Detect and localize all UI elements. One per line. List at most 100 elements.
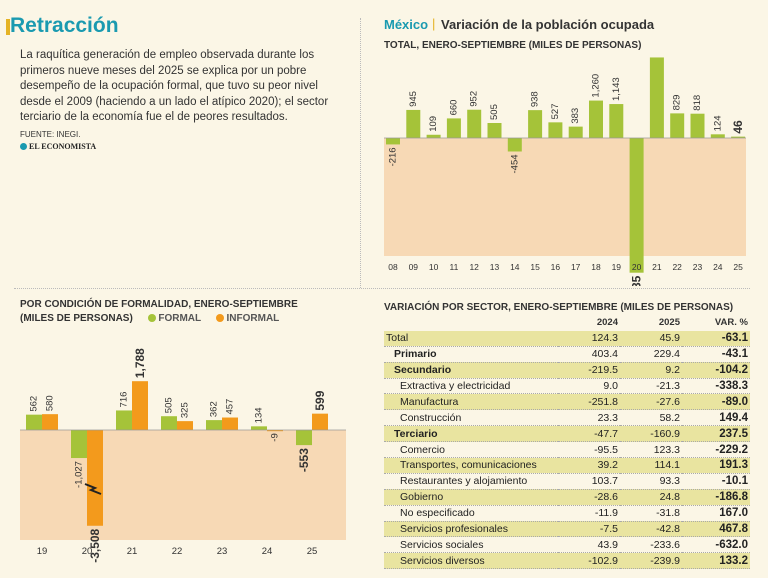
tick-label-23: 23: [693, 262, 703, 272]
legend-formal-label: FORMAL: [158, 313, 201, 324]
cell-2025: -31.8: [620, 505, 682, 522]
value-label-informal-20: -3,508: [88, 528, 102, 562]
value-label-informal-19: 580: [45, 395, 56, 411]
value-label-22: 829: [672, 95, 683, 111]
value-label-12: 952: [469, 91, 480, 107]
bar-informal-20: [87, 430, 103, 526]
tick-label-22: 22: [172, 546, 183, 557]
value-label-13: 505: [489, 104, 500, 120]
chart1-title: Variación de la población ocupada: [441, 17, 655, 32]
bar-informal-25: [312, 413, 328, 430]
table-row: Primario 403.4 229.4 -43.1: [384, 346, 750, 363]
table-row: Gobierno -28.6 24.8 -186.8: [384, 489, 750, 506]
bar-informal-23: [222, 417, 238, 430]
cell-2024: -7.5: [558, 521, 620, 538]
row-label: Construcción: [384, 409, 558, 427]
bar-13: [487, 123, 502, 138]
tick-label-22: 22: [672, 262, 682, 272]
brand-name: EL ECONOMISTA: [29, 142, 97, 151]
cell-2025: 93.3: [620, 473, 682, 490]
cell-2024: 23.3: [558, 409, 620, 427]
row-label: Comercio: [384, 441, 558, 459]
tick-label-24: 24: [713, 262, 723, 272]
table-row: Transportes, comunicaciones 39.2 114.1 191.…: [384, 457, 750, 474]
bar-18: [589, 100, 603, 138]
bar-20: [629, 138, 644, 273]
cell-var: -104.2: [682, 362, 750, 379]
cell-2025: -239.9: [620, 552, 682, 570]
tick-label-11: 11: [449, 262, 458, 272]
value-label-informal-24: -9: [270, 433, 281, 441]
value-label-formal-19: 562: [29, 396, 40, 412]
cell-2025: -160.9: [620, 425, 682, 443]
chart2-subtitle: (MILES DE PERSONAS) FORMAL INFORMAL: [20, 313, 279, 324]
legend-informal-dot: [215, 314, 224, 322]
cell-2024: 9.0: [558, 378, 620, 395]
tick-label-18: 18: [591, 262, 601, 272]
cell-2025: 123.3: [620, 441, 682, 459]
row-label: Restaurantes y alojamiento: [384, 473, 558, 490]
title-separator: |: [432, 16, 436, 31]
cell-var: 191.3: [682, 457, 750, 474]
cell-2025: 229.4: [620, 346, 682, 363]
cell-var: -10.1: [682, 473, 750, 490]
bar-informal-21: [132, 381, 148, 430]
table-row: Comercio -95.5 123.3 -229.2: [384, 441, 750, 459]
value-label-formal-24: 134: [254, 407, 265, 423]
cell-var: -89.0: [682, 393, 750, 411]
cell-2024: 403.4: [558, 346, 620, 363]
tick-label-17: 17: [571, 262, 581, 272]
cell-var: -338.3: [682, 378, 750, 395]
legend-formal: FORMAL: [147, 313, 201, 324]
bar-17: [568, 126, 583, 138]
bar-12: [467, 109, 482, 138]
value-label-formal-22: 505: [164, 397, 175, 413]
vertical-divider: [360, 18, 361, 288]
row-label: Gobierno: [384, 489, 558, 506]
tick-label-10: 10: [429, 262, 439, 272]
bar-16: [548, 122, 563, 138]
bar-10: [426, 134, 441, 138]
row-label: Transportes, comunicaciones: [384, 457, 558, 474]
cell-2025: 114.1: [620, 457, 682, 474]
cell-var: 133.2: [682, 552, 750, 570]
tick-label-25: 25: [733, 262, 743, 272]
source-note: FUENTE: INEGI.: [20, 130, 81, 139]
chart2-title: POR CONDICIÓN DE FORMALIDAD, ENERO-SEPTI…: [20, 299, 298, 310]
bar-23: [690, 113, 705, 138]
row-label: Secundario: [384, 362, 558, 379]
cell-2025: -233.6: [620, 536, 682, 554]
negative-area: [384, 138, 746, 256]
cell-2024: -95.5: [558, 441, 620, 459]
bar-15: [528, 110, 543, 138]
table-row: Extractiva y electricidad 9.0 -21.3 -338.3: [384, 378, 750, 395]
value-label-informal-22: 325: [180, 402, 191, 418]
bar-formal-24: [251, 426, 267, 430]
bar-formal-23: [206, 420, 222, 430]
value-label-23: 818: [692, 95, 703, 111]
row-label: Terciario: [384, 425, 558, 443]
tick-label-08: 08: [388, 262, 398, 272]
table-row: Servicios profesionales -7.5 -42.8 467.8: [384, 521, 750, 538]
bar-24: [710, 134, 725, 138]
value-label-informal-21: 1,788: [133, 348, 147, 378]
bar-19: [609, 104, 624, 138]
chart1-country: México: [384, 17, 429, 32]
cell-2024: 124.3: [558, 330, 620, 347]
cell-2025: 58.2: [620, 409, 682, 427]
value-label-25: 46: [731, 120, 745, 134]
bar-formal-19: [26, 414, 42, 430]
cell-2025: -42.8: [620, 521, 682, 538]
cell-2025: -27.6: [620, 393, 682, 411]
cell-2024: -47.7: [558, 425, 620, 443]
value-label-informal-25: 599: [313, 390, 327, 410]
bar-11: [446, 118, 461, 138]
value-label-14: -454: [509, 154, 520, 173]
bar-formal-25: [296, 430, 312, 446]
legend-formal-dot: [147, 314, 156, 322]
table-row: No especificado -11.9 -31.8 167.0: [384, 505, 750, 522]
value-label-formal-20: -1,027: [74, 461, 85, 488]
tick-label-20: 20: [632, 262, 642, 272]
sector-table: 2024 2025 VAR. % Total 124.3 45.9 -63.1 Prim…: [384, 316, 750, 570]
value-label-10: 109: [428, 116, 439, 132]
